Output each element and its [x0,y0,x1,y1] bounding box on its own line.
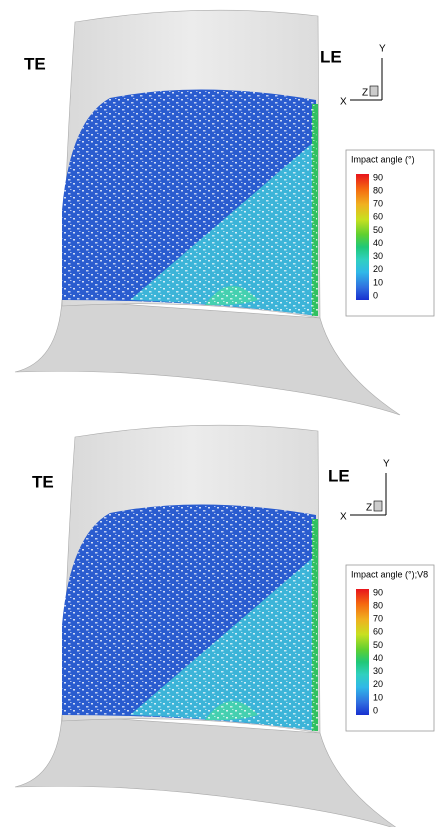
legend-title: Impact angle (°) [351,154,415,164]
legend-tick: 80 [373,185,383,195]
legend-tick: 30 [373,666,383,676]
axis-x-label: X [340,97,347,108]
axis-z-label: Z [366,503,372,514]
colorbar [356,589,369,715]
legend-tick: 60 [373,212,383,222]
legend-tick: 40 [373,653,383,663]
hub [15,300,400,415]
panel: TE LE Y X Z Impact angle (°);V8 90 80 70 60 50 40 30… [15,425,434,827]
legend-tick: 20 [373,679,383,689]
colorbar [356,174,369,300]
legend-tick: 40 [373,238,383,248]
legend-tick: 70 [373,199,383,209]
legend-tick: 0 [373,705,378,715]
legend-tick: 30 [373,251,383,261]
legend-tick: 20 [373,264,383,274]
legend-tick: 60 [373,627,383,637]
legend-tick: 70 [373,614,383,624]
te-label: TE [24,54,46,73]
axis-y-label: Y [379,44,386,55]
le-label: LE [320,47,342,66]
axis-z-label: Z [362,88,368,99]
axis-x-label: X [340,512,347,523]
legend-tick: 50 [373,640,383,650]
panel: TE LE Y X Z Impact angle (°) 90 80 70 60 50 40 30 20 1… [15,10,434,415]
legend-tick: 10 [373,692,383,702]
legend-tick: 80 [373,600,383,610]
axis-y-label: Y [383,459,390,470]
le-label: LE [328,466,350,485]
speckle [62,89,318,316]
te-label: TE [32,472,54,491]
legend-tick: 90 [373,172,383,182]
figure: TE LE Y X Z Impact angle (°) 90 80 70 60 50 40 30 20 1… [0,0,437,827]
speckle [62,504,318,731]
axis-box [370,86,378,96]
hub [15,715,400,827]
legend-tick: 0 [373,290,378,300]
axis-box [374,501,382,511]
legend-title: Impact angle (°);V8 [351,569,428,579]
legend-tick: 10 [373,277,383,287]
legend-tick: 50 [373,225,383,235]
legend-tick: 90 [373,587,383,597]
